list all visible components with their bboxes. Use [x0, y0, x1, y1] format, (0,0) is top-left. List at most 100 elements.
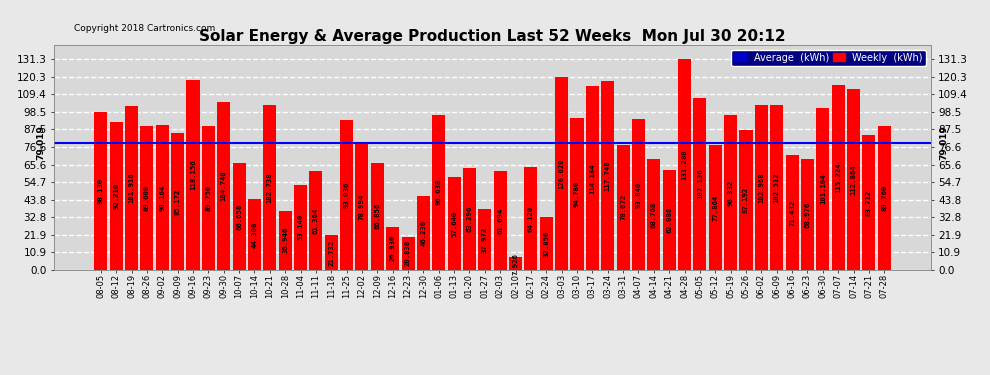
Bar	[433, 115, 446, 270]
Bar	[647, 159, 660, 270]
Text: 20.838: 20.838	[405, 240, 411, 266]
Text: 96.638: 96.638	[436, 179, 442, 206]
Bar	[340, 120, 353, 270]
Bar	[171, 133, 184, 270]
Text: Copyright 2018 Cartronics.com: Copyright 2018 Cartronics.com	[74, 24, 216, 33]
Bar	[832, 85, 844, 270]
Text: 104.740: 104.740	[221, 171, 227, 201]
Bar	[509, 257, 522, 270]
Bar	[540, 217, 552, 270]
Text: 89.608: 89.608	[144, 185, 149, 211]
Text: 98.130: 98.130	[98, 178, 104, 204]
Bar	[709, 145, 722, 270]
Bar	[141, 126, 153, 270]
Bar	[202, 126, 215, 270]
Bar	[862, 135, 875, 270]
Text: 53.140: 53.140	[298, 214, 304, 240]
Text: 64.120: 64.120	[528, 206, 534, 232]
Bar	[601, 81, 614, 270]
Bar	[355, 143, 368, 270]
Text: 114.184: 114.184	[589, 163, 595, 194]
Text: 93.840: 93.840	[636, 182, 642, 208]
Text: 32.856: 32.856	[544, 231, 549, 257]
Bar	[417, 196, 430, 270]
Bar	[386, 227, 399, 270]
Text: 68.976: 68.976	[805, 201, 811, 228]
Bar	[309, 171, 323, 270]
Bar	[371, 162, 384, 270]
Title: Solar Energy & Average Production Last 52 Weeks  Mon Jul 30 20:12: Solar Energy & Average Production Last 5…	[199, 29, 786, 44]
Text: 66.856: 66.856	[374, 203, 380, 229]
Bar	[494, 171, 507, 270]
Text: 112.864: 112.864	[850, 164, 856, 195]
Bar	[801, 159, 814, 270]
Text: 83.712: 83.712	[866, 190, 872, 216]
Text: 37.972: 37.972	[482, 226, 488, 253]
Bar	[233, 163, 246, 270]
Bar	[278, 211, 292, 270]
Bar	[478, 209, 491, 270]
Text: 44.308: 44.308	[251, 221, 257, 248]
Text: 46.230: 46.230	[421, 220, 427, 246]
Text: 71.432: 71.432	[789, 200, 795, 226]
Text: 92.210: 92.210	[113, 183, 119, 209]
Bar	[402, 237, 415, 270]
Text: 62.080: 62.080	[666, 207, 672, 233]
Bar	[662, 170, 676, 270]
Bar	[586, 87, 599, 270]
Bar	[110, 122, 123, 270]
Text: 107.136: 107.136	[697, 169, 703, 199]
Text: 66.658: 66.658	[236, 203, 243, 229]
Text: 89.750: 89.750	[205, 185, 211, 211]
Text: 77.864: 77.864	[712, 194, 719, 220]
Bar	[724, 115, 738, 270]
Text: 79.019: 79.019	[37, 126, 46, 160]
Text: 102.512: 102.512	[774, 172, 780, 203]
Text: 78.994: 78.994	[359, 194, 365, 220]
Bar	[754, 105, 768, 270]
Legend: Average  (kWh), Weekly  (kWh): Average (kWh), Weekly (kWh)	[732, 50, 926, 66]
Text: 36.946: 36.946	[282, 227, 288, 254]
Bar	[847, 88, 860, 270]
Text: 87.192: 87.192	[742, 187, 749, 213]
Text: 118.156: 118.156	[190, 160, 196, 190]
Bar	[447, 177, 460, 270]
Bar	[632, 119, 645, 270]
Text: 102.968: 102.968	[758, 172, 764, 202]
Text: 96.332: 96.332	[728, 180, 734, 206]
Bar	[693, 98, 707, 270]
Text: 68.768: 68.768	[650, 202, 656, 228]
Text: 117.748: 117.748	[605, 160, 611, 191]
Text: 101.104: 101.104	[820, 174, 826, 204]
Text: 131.280: 131.280	[681, 149, 687, 180]
Bar	[463, 168, 476, 270]
Text: 78.072: 78.072	[620, 194, 626, 220]
Bar	[94, 112, 107, 270]
Bar	[155, 125, 168, 270]
Bar	[294, 184, 307, 270]
Text: 115.224: 115.224	[836, 162, 842, 193]
Bar	[617, 144, 630, 270]
Text: 89.760: 89.760	[881, 185, 887, 211]
Text: 26.936: 26.936	[390, 235, 396, 261]
Bar	[263, 105, 276, 270]
Bar	[125, 106, 138, 270]
Text: 90.164: 90.164	[159, 184, 165, 211]
Bar	[678, 59, 691, 270]
Bar	[555, 77, 568, 270]
Bar	[570, 118, 583, 270]
Bar	[878, 126, 891, 270]
Text: 85.172: 85.172	[174, 188, 180, 214]
Bar	[217, 102, 231, 270]
Text: 7.926: 7.926	[513, 253, 519, 274]
Text: 120.020: 120.020	[558, 158, 564, 189]
Text: 101.916: 101.916	[129, 173, 135, 203]
Bar	[248, 199, 261, 270]
Bar	[785, 155, 799, 270]
Bar	[817, 108, 830, 270]
Bar	[325, 235, 338, 270]
Text: 93.036: 93.036	[344, 182, 349, 209]
Bar	[740, 130, 752, 270]
Bar	[770, 105, 783, 270]
Text: 63.296: 63.296	[466, 206, 472, 232]
